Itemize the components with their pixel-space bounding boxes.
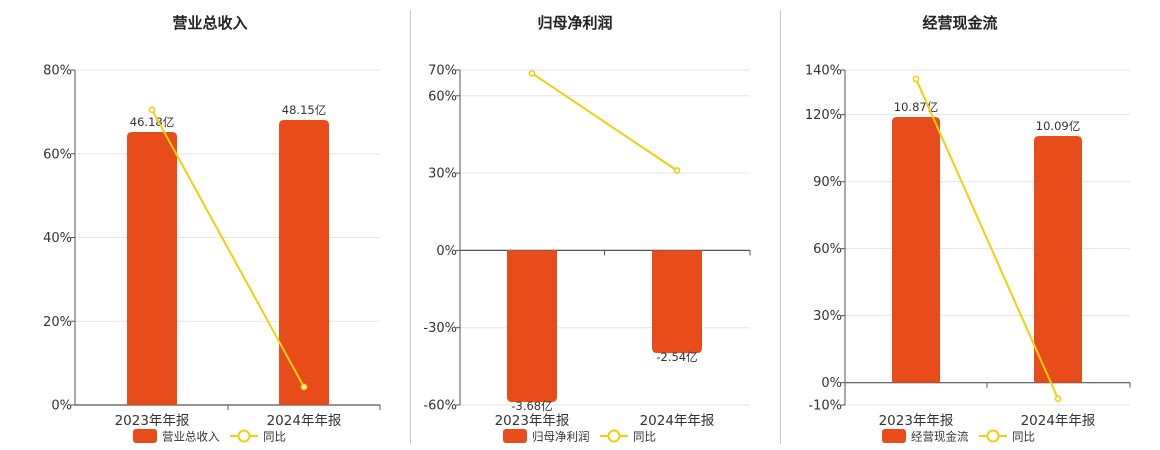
legend-label: 归母净利润 xyxy=(532,430,590,444)
legend-label: 同比 xyxy=(263,430,286,444)
bar xyxy=(279,120,329,405)
x-category-label: 2023年年报 xyxy=(495,413,570,429)
bar xyxy=(127,132,177,405)
yoy-point xyxy=(528,69,536,77)
x-category-label: 2023年年报 xyxy=(879,413,954,429)
yoy-line xyxy=(915,78,1059,400)
x-category-label: 2024年年报 xyxy=(267,413,342,429)
bar-data-label: -2.54亿 xyxy=(656,350,697,364)
legend-swatch-bar xyxy=(882,429,906,443)
legend-swatch-bar xyxy=(133,429,157,443)
y-tick-label: 40% xyxy=(43,231,72,246)
legend-label: 同比 xyxy=(1012,430,1035,444)
legend-label: 营业总收入 xyxy=(162,430,220,444)
legend-swatch-marker xyxy=(986,429,1000,443)
y-tick-label: 140% xyxy=(805,64,842,79)
legend-label: 经营现金流 xyxy=(911,430,969,444)
yoy-point xyxy=(673,167,681,174)
y-tick-label: 0% xyxy=(436,244,457,259)
panel-divider xyxy=(780,10,781,444)
yoy-point xyxy=(148,106,156,114)
y-tick-label: 60% xyxy=(43,147,72,162)
y-tick-label: 60% xyxy=(813,242,842,257)
y-tick-label: 20% xyxy=(43,315,72,330)
x-category-label: 2023年年报 xyxy=(115,413,190,429)
y-tick-label: 0% xyxy=(51,399,72,414)
y-tick-label: 120% xyxy=(805,108,842,123)
y-tick-label: 30% xyxy=(428,167,457,182)
yoy-line xyxy=(151,109,305,388)
legend-swatch-marker xyxy=(237,429,251,443)
legend-swatch-bar xyxy=(503,429,527,443)
chart-title: 经营现金流 xyxy=(922,14,997,32)
bar xyxy=(1034,136,1082,383)
bar xyxy=(507,250,557,402)
bar xyxy=(652,250,702,353)
x-category-label: 2024年年报 xyxy=(1021,413,1096,429)
bar-data-label: -3.68亿 xyxy=(511,399,552,413)
y-tick-label: 30% xyxy=(813,309,842,324)
bar xyxy=(892,117,940,383)
yoy-line xyxy=(531,72,678,172)
y-tick-label: -30% xyxy=(423,321,457,336)
y-tick-label: 90% xyxy=(813,175,842,190)
yoy-point xyxy=(1054,395,1062,403)
legend-label: 同比 xyxy=(633,430,656,444)
yoy-point xyxy=(912,75,920,83)
bar-data-label: 48.15亿 xyxy=(282,103,326,117)
chart-title: 营业总收入 xyxy=(172,14,247,32)
y-tick-label: -60% xyxy=(423,399,457,414)
y-tick-label: 70% xyxy=(428,64,457,79)
y-tick-label: 0% xyxy=(821,376,842,391)
y-tick-label: 60% xyxy=(428,89,457,104)
legend-swatch-marker xyxy=(607,429,621,443)
y-tick-label: -10% xyxy=(808,399,842,414)
x-category-label: 2024年年报 xyxy=(640,413,715,429)
chart-title: 归母净利润 xyxy=(537,14,612,32)
bar-data-label: 46.18亿 xyxy=(130,115,174,129)
bar-data-label: 10.09亿 xyxy=(1036,119,1080,133)
panel-divider xyxy=(410,10,411,444)
y-tick-label: 80% xyxy=(43,64,72,79)
yoy-point xyxy=(300,383,308,391)
